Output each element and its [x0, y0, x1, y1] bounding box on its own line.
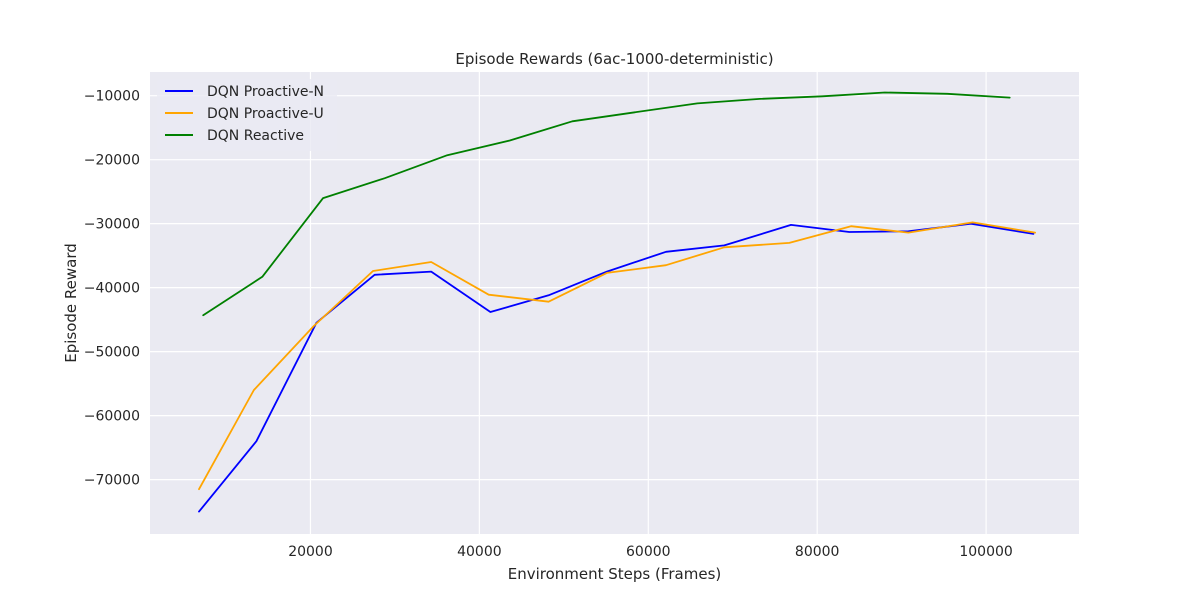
legend-label-proactive-n: DQN Proactive-N [207, 84, 324, 100]
y-tick-label: −70000 [84, 473, 140, 489]
legend-label-reactive: DQN Reactive [207, 128, 304, 144]
legend-label-proactive-u: DQN Proactive-U [207, 106, 324, 122]
series-lines [198, 91, 1036, 513]
y-axis-label: Episode Reward [62, 243, 80, 363]
y-tick-label: −20000 [84, 153, 140, 169]
x-tick-label: 40000 [457, 544, 502, 560]
legend-box [157, 79, 337, 151]
x-tick-label: 100000 [959, 544, 1012, 560]
y-tick-label: −40000 [84, 281, 140, 297]
y-tick-label: −50000 [84, 345, 140, 361]
series-line-dqn-proactive-u [198, 221, 1036, 491]
chart-title: Episode Rewards (6ac-1000-deterministic) [455, 50, 773, 68]
legend: DQN Proactive-N DQN Proactive-U DQN Reac… [157, 79, 337, 151]
series-line-dqn-reactive [202, 91, 1011, 317]
x-tick-label: 80000 [795, 544, 840, 560]
y-tick-label: −30000 [84, 217, 140, 233]
x-tick-label: 20000 [288, 544, 333, 560]
y-tick-label: −60000 [84, 409, 140, 425]
x-tick-label: 60000 [626, 544, 671, 560]
y-tick-label: −10000 [84, 89, 140, 105]
series-line-dqn-proactive-n [198, 222, 1035, 513]
tick-labels: 20000 40000 60000 80000 100000 −70000 −60000 −5… [84, 89, 1013, 560]
x-axis-label: Environment Steps (Frames) [508, 565, 722, 583]
grid-lines [150, 72, 1079, 534]
